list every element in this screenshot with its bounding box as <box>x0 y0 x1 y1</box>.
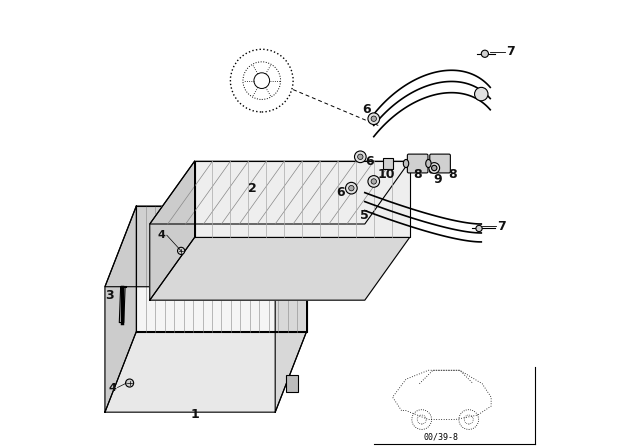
Circle shape <box>177 247 185 254</box>
Text: 6: 6 <box>336 186 344 199</box>
Circle shape <box>349 185 354 191</box>
Circle shape <box>358 154 363 159</box>
Circle shape <box>474 87 488 101</box>
Circle shape <box>368 176 380 187</box>
Text: 00/39-8: 00/39-8 <box>424 432 459 441</box>
Circle shape <box>368 113 380 125</box>
FancyBboxPatch shape <box>407 154 428 173</box>
Circle shape <box>431 165 437 171</box>
Text: 3: 3 <box>105 289 114 302</box>
Text: 7: 7 <box>497 220 506 233</box>
Polygon shape <box>150 237 410 300</box>
Text: 9: 9 <box>433 172 442 186</box>
Text: 10: 10 <box>378 168 396 181</box>
FancyBboxPatch shape <box>430 154 451 173</box>
Circle shape <box>355 151 366 163</box>
Text: 5: 5 <box>360 208 369 222</box>
Text: 8: 8 <box>448 168 456 181</box>
Text: 7: 7 <box>506 45 515 58</box>
Circle shape <box>481 50 488 57</box>
Polygon shape <box>105 206 307 287</box>
Circle shape <box>346 182 357 194</box>
Text: 4: 4 <box>157 230 165 240</box>
Polygon shape <box>105 332 307 412</box>
Circle shape <box>429 163 440 173</box>
Text: 4: 4 <box>108 383 116 392</box>
Text: 8: 8 <box>413 168 422 181</box>
Polygon shape <box>275 206 307 412</box>
Circle shape <box>371 179 376 184</box>
Circle shape <box>476 225 482 232</box>
Polygon shape <box>150 161 410 224</box>
Bar <box>383 158 392 169</box>
Text: 6: 6 <box>363 103 371 116</box>
Ellipse shape <box>426 159 431 168</box>
Circle shape <box>125 379 134 387</box>
Bar <box>287 375 298 392</box>
Polygon shape <box>136 206 307 332</box>
Ellipse shape <box>403 159 409 168</box>
Polygon shape <box>195 161 410 237</box>
Text: 2: 2 <box>248 181 257 195</box>
Text: 1: 1 <box>190 408 199 421</box>
Polygon shape <box>105 206 136 412</box>
Text: 6: 6 <box>365 155 374 168</box>
Polygon shape <box>150 161 195 300</box>
Circle shape <box>371 116 376 121</box>
